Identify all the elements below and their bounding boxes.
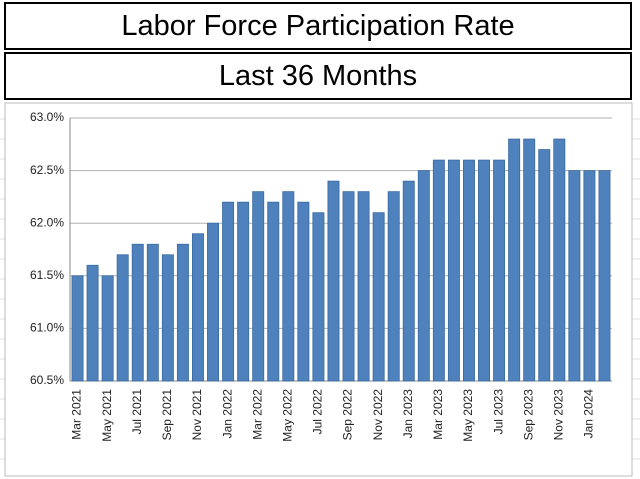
bar [237,201,250,382]
x-tick-label: Sep 2023 [521,389,535,441]
bar [267,201,280,382]
bar [372,212,385,382]
bar [101,275,114,382]
bar [432,159,445,382]
x-tick-label: Mar 2022 [250,389,264,440]
bar [297,201,310,382]
x-tick-label: Jul 2021 [130,389,144,435]
bar [222,201,235,382]
x-tick-label: May 2023 [461,389,475,442]
y-tick-label: 61.5% [30,268,64,282]
bar [478,159,490,382]
bar [598,170,611,382]
bar [493,159,506,382]
x-tick-label: May 2021 [100,389,114,442]
bar [327,180,340,382]
x-tick-label: Sep 2022 [341,389,355,441]
x-tick-label: Jul 2023 [491,389,505,435]
x-tick-label: Jan 2023 [401,389,415,439]
bar [282,191,295,382]
bar [568,170,581,382]
chart-subtitle: Last 36 Months [4,52,632,100]
bar [523,138,536,382]
bar [417,170,430,382]
bar [71,275,84,382]
bar [116,254,129,382]
bar [357,191,370,382]
bar [207,222,219,382]
bar [463,159,475,382]
y-tick-label: 63.0% [30,110,64,124]
bar [387,191,400,382]
bar [538,149,551,382]
bar [192,233,204,382]
y-tick-label: 61.0% [30,321,64,335]
y-tick-label: 62.5% [30,163,64,177]
x-tick-label: Jan 2024 [582,389,596,439]
bar [161,254,174,382]
bar [252,191,265,382]
x-tick-label: May 2022 [280,389,294,442]
x-tick-label: Nov 2021 [190,389,204,441]
x-tick-label: Nov 2022 [371,389,385,441]
bar [583,170,596,382]
y-tick-label: 62.0% [30,215,64,229]
bar [508,138,521,382]
bar [312,212,325,382]
bar [342,191,355,382]
x-tick-label: Mar 2023 [431,389,445,440]
x-tick-label: Nov 2023 [551,389,565,441]
bar [447,159,460,382]
bar [176,243,189,382]
bar [131,243,144,382]
x-tick-label: Jul 2022 [311,389,325,435]
x-tick-label: Jan 2022 [220,389,234,439]
y-tick-label: 60.5% [30,373,64,387]
bar [86,264,99,382]
bar [402,180,415,382]
x-tick-label: Sep 2021 [160,389,174,441]
bar [553,138,566,382]
x-tick-label: Mar 2021 [70,389,84,440]
bar [146,243,159,382]
chart-title: Labor Force Participation Rate [4,2,632,50]
